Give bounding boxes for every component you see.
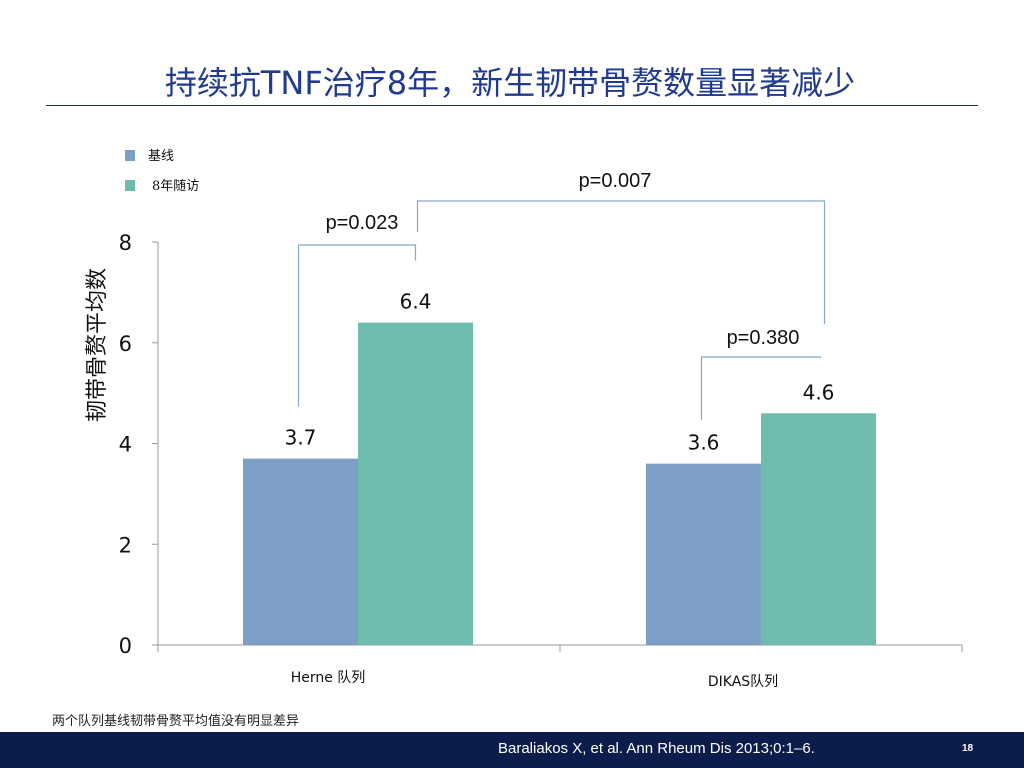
bracket-line — [297, 244, 417, 407]
bar-chart: 基线 8年随访 0 2 4 6 8 Herne 队列 DIKAS队列 3.7 3.6 6.4 4.… — [85, 149, 963, 690]
bars: 3.7 3.6 6.4 4.6 — [243, 290, 876, 645]
x-axis: Herne 队列 DIKAS队列 — [157, 644, 963, 690]
y-tick-label: 4 — [119, 433, 132, 457]
x-category-label: DIKAS队列 — [708, 674, 778, 690]
x-category-label: Herne 队列 — [291, 670, 366, 686]
bracket-line — [700, 356, 822, 420]
legend-swatch — [125, 180, 135, 191]
y-tick-label: 0 — [119, 634, 132, 658]
bar — [243, 458, 358, 645]
citation: Baraliakos X, et al. Ann Rheum Dis 2013;… — [498, 740, 815, 757]
significance-brackets: p=0.023 p=0.380 p=0.007 — [297, 170, 826, 420]
page-number: 18 — [962, 743, 974, 754]
bracket-line — [416, 200, 826, 324]
bar — [358, 322, 473, 645]
p-value-label: p=0.007 — [579, 170, 652, 192]
y-tick-label: 6 — [119, 332, 132, 356]
y-axis: 0 2 4 6 8 — [119, 231, 159, 658]
bar — [761, 413, 876, 645]
chart-legend: 基线 8年随访 — [125, 149, 199, 194]
bar-value-label: 3.6 — [688, 431, 720, 455]
title-divider — [46, 105, 978, 106]
y-axis-label: 韧带骨赘平均数 — [85, 268, 110, 422]
page-title: 持续抗TNF治疗8年，新生韧带骨赘数量显著减少 — [164, 64, 856, 102]
legend-swatch — [125, 150, 135, 161]
footnote: 两个队列基线韧带骨赘平均值没有明显差异 — [52, 714, 300, 729]
footer-bar: Baraliakos X, et al. Ann Rheum Dis 2013;… — [0, 732, 1024, 768]
bar-value-label: 6.4 — [400, 290, 432, 314]
p-value-label: p=0.023 — [326, 212, 399, 234]
legend-label: 基线 — [148, 149, 174, 164]
y-tick-label: 2 — [119, 533, 132, 557]
bar — [646, 463, 761, 645]
bar-value-label: 4.6 — [803, 380, 835, 404]
legend-label: 8年随访 — [152, 179, 199, 194]
bar-value-label: 3.7 — [285, 426, 317, 450]
y-tick-label: 8 — [119, 231, 132, 255]
p-value-label: p=0.380 — [727, 327, 800, 349]
